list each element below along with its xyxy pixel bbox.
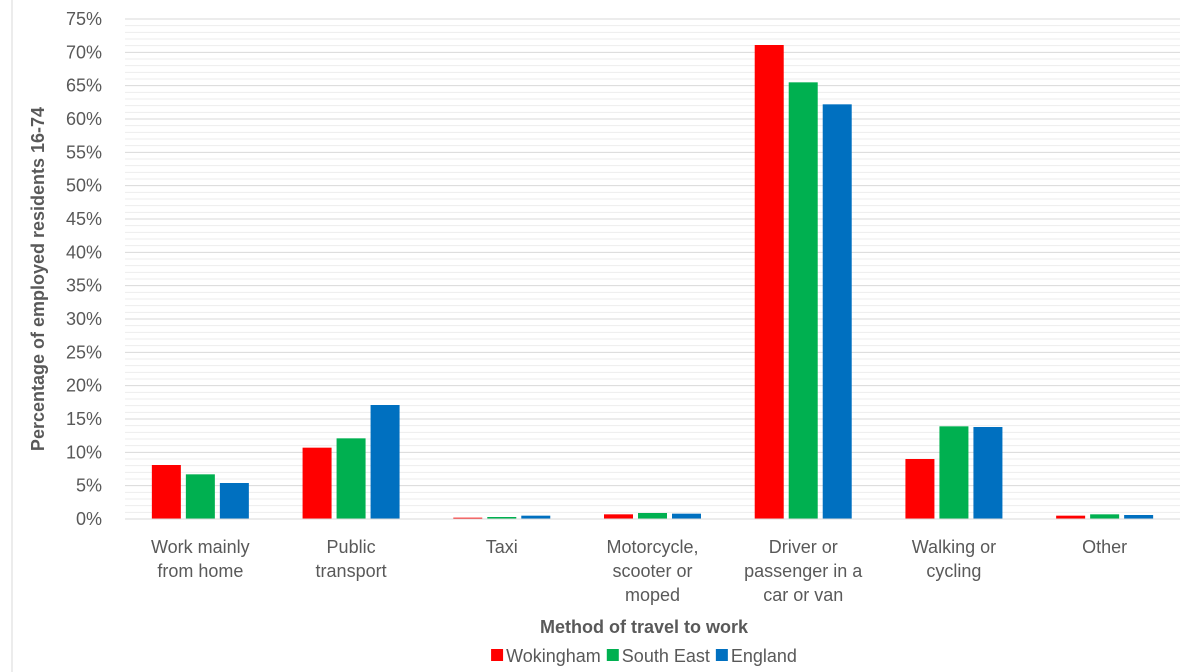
bar (754, 45, 784, 519)
y-tick-label: 5% (76, 476, 102, 496)
x-tick-label: Walking or (912, 537, 996, 557)
bar (973, 427, 1003, 519)
y-tick-label: 10% (66, 442, 102, 462)
x-tick-label: moped (625, 585, 680, 605)
bar (672, 513, 701, 519)
y-tick-label: 25% (66, 342, 102, 362)
bars (151, 45, 1154, 519)
bar (905, 459, 935, 519)
y-tick-label: 35% (66, 276, 102, 296)
bar (453, 517, 483, 519)
bar (185, 474, 215, 519)
bar (939, 426, 969, 519)
bar (1090, 514, 1120, 519)
y-tick-label: 60% (66, 109, 102, 129)
x-tick-label: Driver or (769, 537, 838, 557)
bar (604, 514, 633, 519)
bar (638, 513, 667, 519)
legend: Wokingham South East England (491, 646, 797, 666)
y-tick-label: 0% (76, 509, 102, 529)
bar (302, 447, 332, 519)
bar (219, 483, 249, 519)
y-tick-label: 50% (66, 176, 102, 196)
bar (336, 438, 366, 519)
x-tick-label: from home (157, 561, 243, 581)
y-tick-label: 45% (66, 209, 102, 229)
legend-swatch (491, 649, 504, 661)
y-axis-title: Percentage of employed residents 16-74 (28, 107, 48, 451)
x-tick-label: Taxi (486, 537, 518, 557)
bar (788, 82, 818, 519)
bar (151, 465, 181, 519)
x-tick-label: scooter or (612, 561, 692, 581)
bar (487, 517, 517, 519)
y-tick-label: 65% (66, 76, 102, 96)
gridlines (125, 18, 1180, 520)
y-axis-ticks: 0% 5% 10% 15% 20% 25% 30% 35% 40% 45% 50% 55% 60% 65%… (66, 9, 102, 529)
legend-label: Wokingham (506, 646, 601, 666)
y-tick-label: 20% (66, 376, 102, 396)
y-tick-label: 55% (66, 142, 102, 162)
bar (370, 405, 400, 519)
legend-swatch (715, 649, 728, 661)
y-tick-label: 70% (66, 42, 102, 62)
x-tick-label: Other (1082, 537, 1127, 557)
y-tick-label: 40% (66, 242, 102, 262)
x-tick-label: Public (327, 537, 376, 557)
x-tick-label: passenger in a (744, 561, 863, 581)
bar (521, 515, 551, 519)
bar (822, 104, 852, 519)
y-tick-label: 75% (66, 9, 102, 29)
bar (1124, 515, 1154, 519)
x-tick-label: cycling (926, 561, 981, 581)
x-tick-label: Work mainly (151, 537, 250, 557)
bar (1056, 515, 1086, 519)
legend-swatch (606, 649, 619, 661)
legend-label: South East (622, 646, 710, 666)
x-tick-label: car or van (763, 585, 843, 605)
y-tick-label: 30% (66, 309, 102, 329)
legend-label: England (731, 646, 797, 666)
x-tick-label: transport (316, 561, 387, 581)
y-tick-label: 15% (66, 409, 102, 429)
x-axis-category-labels: Work mainly from home Public transport Taxi M… (151, 537, 1127, 605)
x-axis-title: Method of travel to work (540, 617, 749, 637)
x-tick-label: Motorcycle, (606, 537, 698, 557)
